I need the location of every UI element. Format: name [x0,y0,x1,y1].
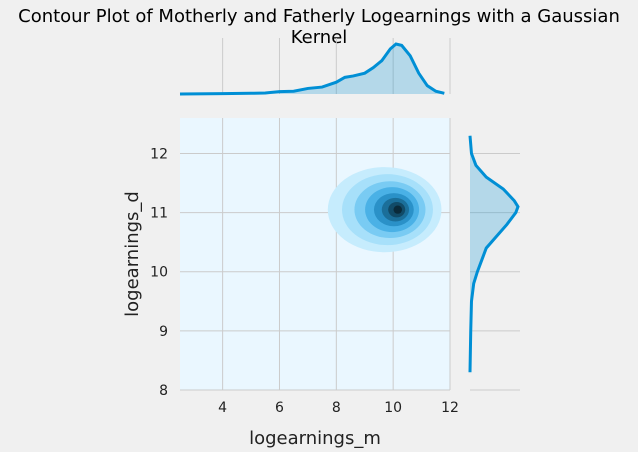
top-marginal-line [179,42,445,96]
x-tick-label: 10 [384,400,402,416]
joint-panel-background [180,118,450,390]
x-tick-label: 6 [275,400,284,416]
y-tick-label: 11 [150,206,168,222]
top-marginal-fill [180,44,445,94]
x-tick-label: 12 [441,400,459,416]
right-marginal-fill [470,135,518,373]
x-axis-label: logearnings_m [249,428,381,449]
y-tick-label: 8 [159,383,168,399]
chart-title: Contour Plot of Motherly and Fatherly Lo… [18,6,620,48]
contour-level [393,205,403,214]
y-tick-label: 9 [159,324,168,340]
x-tick-label: 4 [218,400,227,416]
y-tick-label: 10 [150,265,168,281]
x-tick-label: 8 [332,400,341,416]
y-axis-label: logearnings_d [122,191,143,317]
right-marginal-line [468,135,520,373]
y-tick-label: 12 [150,146,168,162]
